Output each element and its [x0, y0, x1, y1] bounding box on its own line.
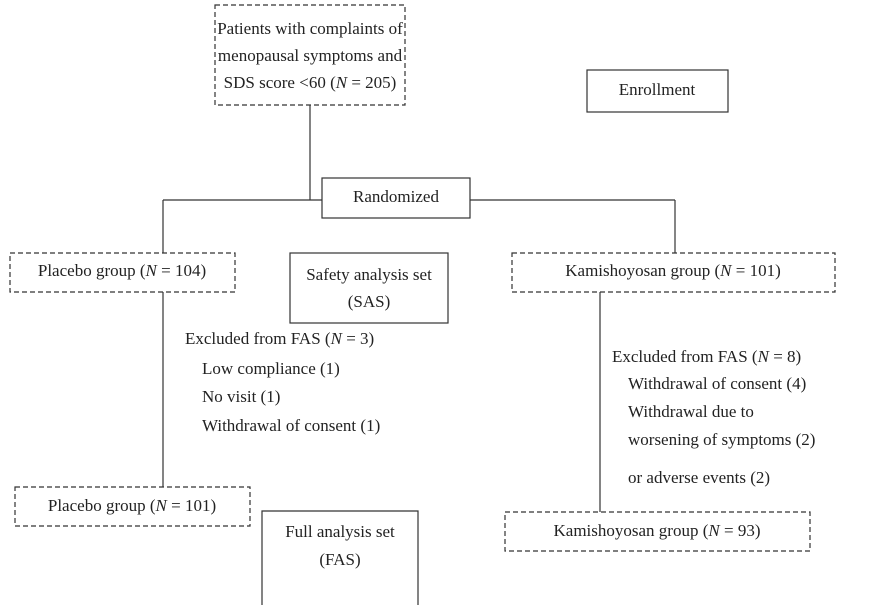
exclusion-item: or adverse events (2) [628, 468, 770, 487]
full-analysis-box [261, 510, 419, 605]
box-text: menopausal symptoms and [218, 46, 403, 65]
exclusion-title: Excluded from FAS (N = 8) [612, 347, 801, 366]
exclusion-item: Low compliance (1) [202, 359, 340, 378]
enrollment-box [586, 69, 729, 113]
box-text: Randomized [353, 187, 439, 206]
placebo-fas-box [14, 486, 251, 527]
box-text: (SAS) [348, 292, 391, 311]
box-text: Patients with complaints of [217, 19, 403, 38]
kamishoyosan-fas-box [504, 511, 811, 552]
kamishoyosan-box [511, 252, 836, 293]
patients-box [214, 4, 406, 106]
exclusion-item: Withdrawal of consent (1) [202, 416, 380, 435]
box-text: Kamishoyosan group (N = 101) [565, 261, 780, 280]
placebo-box [9, 252, 236, 293]
exclusion-item: Withdrawal due to [628, 402, 754, 421]
box-text: Enrollment [619, 80, 696, 99]
safety-box [289, 252, 449, 324]
box-text: Kamishoyosan group (N = 93) [554, 521, 761, 540]
box-text: Placebo group (N = 101) [48, 496, 216, 515]
box-text: Full analysis set [285, 522, 395, 541]
exclusion-item: worsening of symptoms (2) [628, 430, 815, 449]
box-text: Safety analysis set [306, 265, 432, 284]
box-text: (FAS) [319, 550, 360, 569]
box-text: SDS score <60 (N = 205) [224, 73, 397, 92]
exclusion-item: Withdrawal of consent (4) [628, 374, 806, 393]
exclusion-title: Excluded from FAS (N = 3) [185, 329, 374, 348]
box-text: Placebo group (N = 104) [38, 261, 206, 280]
randomized-box [321, 177, 471, 219]
exclusion-item: No visit (1) [202, 387, 280, 406]
